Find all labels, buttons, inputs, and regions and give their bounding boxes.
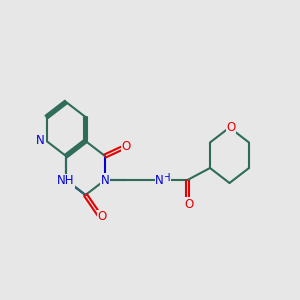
Text: N: N <box>155 173 164 187</box>
Text: H: H <box>163 173 170 183</box>
Text: NH: NH <box>57 174 75 188</box>
Text: O: O <box>184 197 194 211</box>
Text: O: O <box>98 210 106 224</box>
Text: O: O <box>226 121 236 134</box>
Text: N: N <box>36 134 45 148</box>
Text: N: N <box>100 173 109 187</box>
Text: O: O <box>122 140 130 154</box>
